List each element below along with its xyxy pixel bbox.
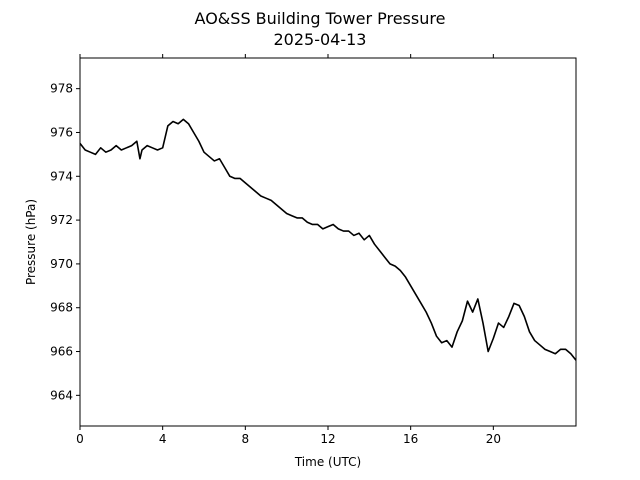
y-tick-label: 968 [50,301,73,315]
plot-area [79,118,577,361]
x-tick-label: 4 [159,432,167,446]
y-axis-ticks: 964 966 968 970 972 974 976 978 [50,82,80,402]
x-axis-ticks: 0 4 8 12 16 20 [76,54,501,446]
pressure-line [79,118,577,361]
x-tick-label: 20 [486,432,501,446]
y-tick-label: 978 [50,82,73,96]
y-tick-label: 976 [50,125,73,139]
y-tick-label: 974 [50,169,73,183]
y-tick-label: 970 [50,257,73,271]
x-tick-label: 8 [242,432,250,446]
x-axis-label: Time (UTC) [294,455,361,469]
x-tick-label: 16 [403,432,418,446]
y-axis-label: Pressure (hPa) [24,199,38,285]
chart-subtitle: 2025-04-13 [274,30,367,49]
y-tick-label: 972 [50,213,73,227]
x-tick-label: 0 [76,432,84,446]
chart-title: AO&SS Building Tower Pressure [195,9,446,28]
x-tick-label: 12 [320,432,335,446]
plot-frame [79,57,577,427]
y-tick-label: 964 [50,388,73,402]
y-tick-label: 966 [50,345,73,359]
